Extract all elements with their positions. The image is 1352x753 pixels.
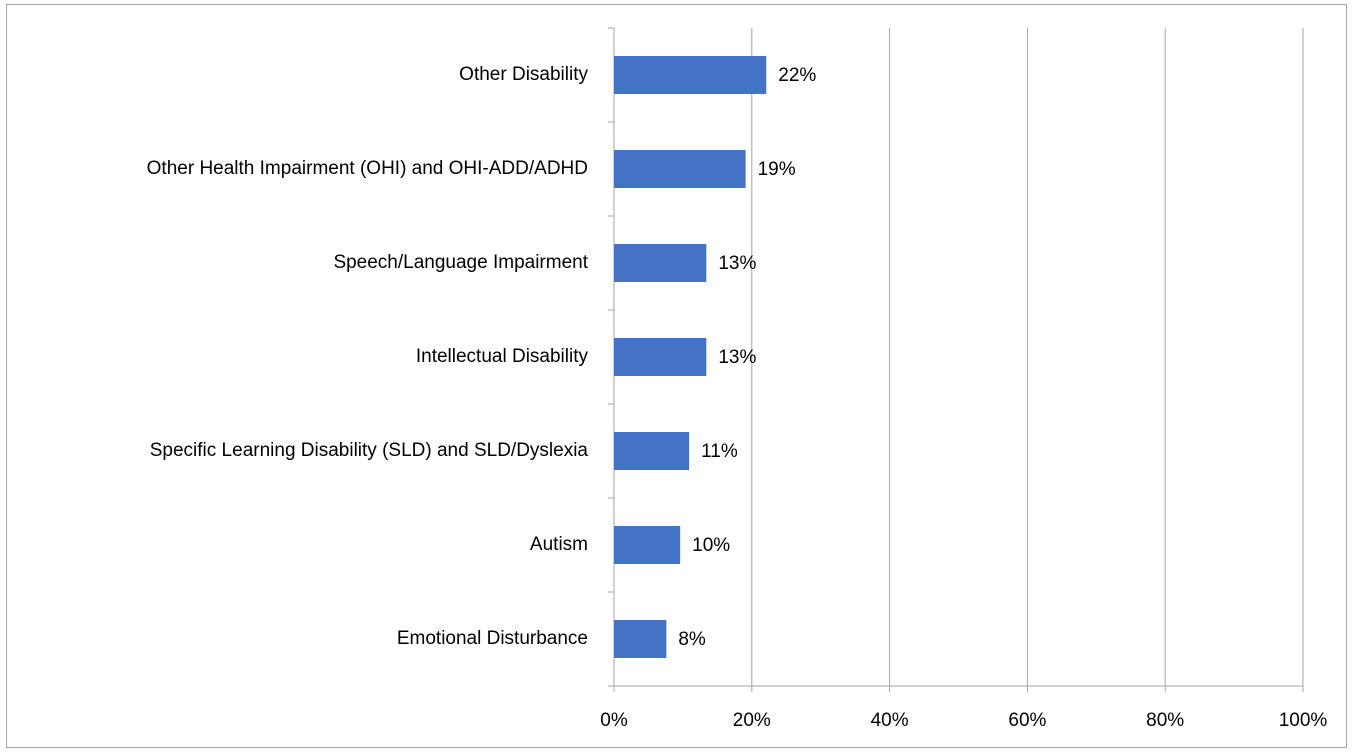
x-tick-label: 60% — [1008, 710, 1046, 731]
x-tick-label: 80% — [1146, 710, 1184, 731]
data-label: 8% — [678, 629, 706, 650]
bar — [614, 620, 667, 658]
y-tick-label: Other Disability — [459, 64, 588, 85]
y-tick-label: Specific Learning Disability (SLD) and S… — [150, 440, 589, 461]
y-tick-label: Autism — [530, 534, 588, 555]
y-tick-label: Speech/Language Impairment — [333, 252, 588, 273]
bar — [614, 338, 707, 376]
bar — [614, 244, 707, 282]
data-label: 11% — [701, 441, 738, 462]
data-label: 22% — [778, 65, 816, 86]
data-label: 13% — [718, 253, 756, 274]
x-tick-label: 40% — [871, 710, 909, 731]
bar — [614, 526, 681, 564]
bar — [614, 150, 746, 188]
bar — [614, 56, 767, 94]
x-tick-label: 20% — [733, 710, 771, 731]
y-tick-label: Intellectual Disability — [416, 346, 589, 367]
y-tick-label: Emotional Disturbance — [397, 628, 588, 649]
data-label: 13% — [718, 347, 756, 368]
x-tick-label: 100% — [1279, 710, 1328, 731]
y-tick-label: Other Health Impairment (OHI) and OHI-AD… — [147, 158, 588, 179]
data-label: 19% — [758, 159, 796, 180]
x-tick-label: 0% — [600, 710, 628, 731]
data-label: 10% — [692, 535, 730, 556]
bar — [614, 432, 690, 470]
